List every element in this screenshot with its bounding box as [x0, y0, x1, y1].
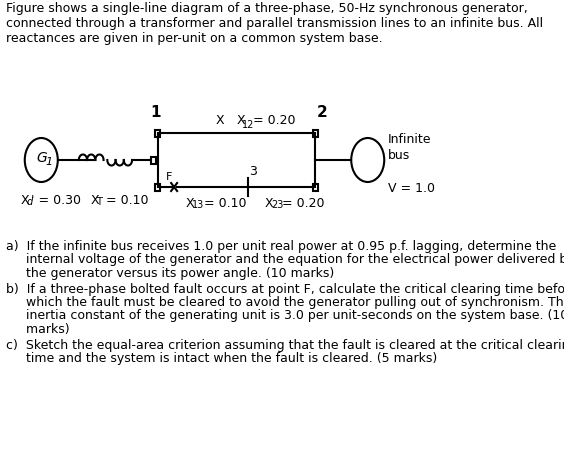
- Text: b)  If a three-phase bolted fault occurs at point F, calculate the critical clea: b) If a three-phase bolted fault occurs …: [6, 283, 564, 295]
- Text: = 0.10: = 0.10: [102, 194, 148, 207]
- Text: V = 1.0: V = 1.0: [388, 182, 435, 195]
- Bar: [155, 130, 160, 136]
- Text: F: F: [165, 172, 172, 182]
- Text: c)  Sketch the equal-area criterion assuming that the fault is cleared at the cr: c) Sketch the equal-area criterion assum…: [6, 339, 564, 352]
- Text: = 0.20: = 0.20: [279, 197, 325, 210]
- Text: which the fault must be cleared to avoid the generator pulling out of synchronis: which the fault must be cleared to avoid…: [6, 296, 564, 309]
- Text: 2: 2: [317, 105, 328, 120]
- Text: marks): marks): [6, 323, 69, 336]
- Text: time and the system is intact when the fault is cleared. (5 marks): time and the system is intact when the f…: [6, 352, 437, 365]
- Text: the generator versus its power angle. (10 marks): the generator versus its power angle. (1…: [6, 267, 334, 280]
- Text: inertia constant of the generating unit is 3.0 per unit-seconds on the system ba: inertia constant of the generating unit …: [6, 309, 564, 323]
- Text: X: X: [265, 197, 274, 210]
- Text: = 0.20: = 0.20: [249, 114, 296, 127]
- Text: d: d: [27, 197, 33, 207]
- Text: X: X: [236, 114, 245, 127]
- Text: ' = 0.30: ' = 0.30: [31, 194, 81, 207]
- Text: = 0.10: = 0.10: [200, 197, 246, 210]
- Text: a)  If the infinite bus receives 1.0 per unit real power at 0.95 p.f. lagging, d: a) If the infinite bus receives 1.0 per …: [6, 240, 556, 253]
- Text: 23: 23: [271, 200, 283, 210]
- Text: X: X: [20, 194, 29, 207]
- Text: T: T: [96, 197, 102, 207]
- Bar: [151, 157, 156, 163]
- Text: 1: 1: [150, 105, 161, 120]
- Bar: [312, 183, 318, 191]
- Text: 3: 3: [249, 165, 257, 178]
- Text: X: X: [90, 194, 99, 207]
- Text: X: X: [186, 197, 195, 210]
- Bar: [155, 183, 160, 191]
- Text: Infinite
bus: Infinite bus: [388, 133, 431, 162]
- Text: 12: 12: [242, 120, 254, 130]
- Text: internal voltage of the generator and the equation for the electrical power deli: internal voltage of the generator and th…: [6, 253, 564, 267]
- Text: 1: 1: [46, 157, 53, 167]
- Text: 13: 13: [192, 200, 204, 210]
- Text: Figure shows a single-line diagram of a three-phase, 50-Hz synchronous generator: Figure shows a single-line diagram of a …: [6, 2, 543, 45]
- Text: X: X: [215, 114, 224, 127]
- Text: G: G: [36, 151, 47, 165]
- Bar: [312, 130, 318, 136]
